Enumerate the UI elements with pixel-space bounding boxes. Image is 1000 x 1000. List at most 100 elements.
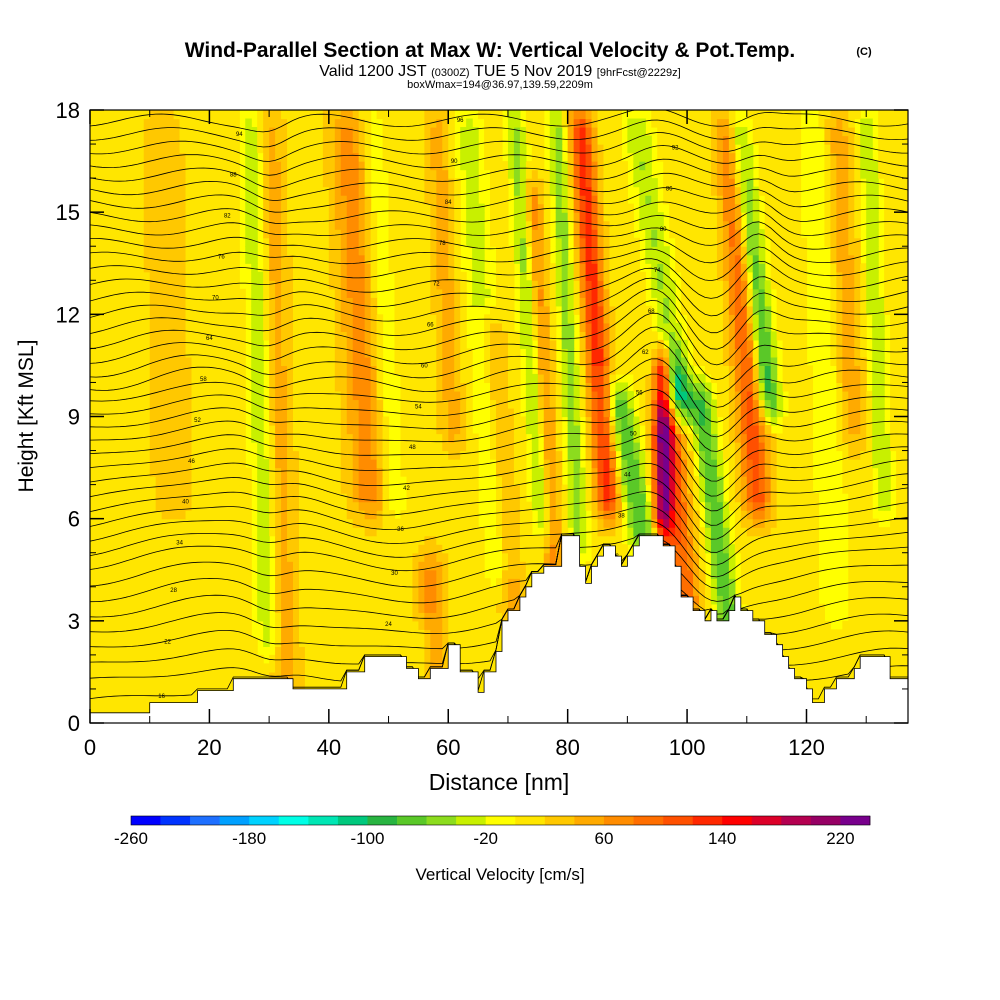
velocity-cell — [430, 646, 437, 656]
velocity-cell — [872, 433, 879, 443]
velocity-cell — [645, 467, 652, 477]
velocity-cell — [776, 620, 784, 630]
velocity-cell — [627, 484, 634, 494]
velocity-cell — [113, 697, 121, 707]
velocity-cell — [125, 561, 133, 571]
velocity-cell — [800, 484, 808, 494]
velocity-cell — [346, 425, 354, 435]
velocity-cell — [842, 442, 849, 452]
velocity-cell — [430, 586, 437, 596]
velocity-cell — [125, 399, 133, 409]
velocity-cell — [143, 501, 151, 511]
velocity-cell — [806, 680, 814, 690]
velocity-cell — [203, 450, 211, 460]
velocity-cell — [412, 476, 419, 486]
velocity-cell — [209, 552, 216, 562]
velocity-cell — [161, 680, 169, 690]
velocity-cell — [842, 476, 849, 486]
velocity-cell — [555, 527, 563, 537]
velocity-cell — [501, 578, 509, 588]
velocity-cell — [442, 450, 449, 460]
velocity-cell — [143, 382, 151, 392]
velocity-cell — [442, 569, 449, 579]
velocity-cell — [460, 586, 467, 596]
velocity-cell — [293, 476, 300, 486]
velocity-cell — [227, 561, 234, 571]
velocity-cell — [501, 595, 509, 605]
velocity-cell — [627, 527, 634, 537]
velocity-cell — [155, 476, 163, 486]
velocity-cell — [436, 620, 443, 630]
velocity-cell — [269, 484, 276, 494]
velocity-cell — [90, 680, 97, 690]
velocity-cell — [836, 629, 843, 639]
velocity-cell — [203, 467, 211, 477]
velocity-cell — [669, 501, 676, 511]
velocity-cell — [412, 646, 419, 656]
velocity-cell — [269, 518, 276, 528]
velocity-cell — [436, 510, 443, 520]
velocity-cell — [197, 382, 205, 392]
velocity-cell — [663, 425, 670, 435]
velocity-cell — [161, 467, 169, 477]
velocity-cell — [209, 476, 216, 486]
velocity-cell — [209, 416, 216, 426]
velocity-cell — [346, 561, 354, 571]
velocity-cell — [322, 595, 330, 605]
velocity-cell — [531, 552, 539, 562]
velocity-cell — [179, 561, 187, 571]
velocity-cell — [878, 433, 885, 443]
velocity-cell — [800, 442, 808, 452]
velocity-cell — [334, 654, 342, 664]
velocity-cell — [275, 484, 282, 494]
velocity-cell — [782, 561, 790, 571]
velocity-cell — [567, 510, 575, 520]
velocity-cell — [460, 527, 467, 537]
velocity-cell — [376, 425, 384, 435]
velocity-cell — [143, 416, 151, 426]
velocity-cell — [352, 518, 360, 528]
velocity-cell — [269, 476, 276, 486]
velocity-cell — [531, 476, 539, 486]
velocity-cell — [322, 390, 330, 401]
velocity-cell — [203, 493, 211, 503]
velocity-cell — [645, 518, 652, 528]
velocity-cell — [90, 518, 97, 528]
velocity-cell — [203, 501, 211, 511]
velocity-cell — [436, 407, 443, 418]
velocity-cell — [633, 484, 640, 494]
velocity-cell — [794, 484, 802, 494]
velocity-cell — [716, 484, 724, 494]
velocity-cell — [794, 552, 802, 562]
velocity-cell — [549, 425, 557, 435]
velocity-cell — [878, 646, 885, 656]
velocity-cell — [113, 382, 121, 392]
velocity-cell — [770, 459, 778, 469]
velocity-cell — [484, 637, 491, 647]
velocity-cell — [597, 450, 605, 460]
velocity-cell — [340, 595, 348, 605]
velocity-cell — [281, 595, 288, 605]
velocity-cell — [615, 484, 622, 494]
velocity-cell — [382, 433, 390, 443]
velocity-cell — [179, 654, 187, 664]
velocity-cell — [233, 501, 240, 511]
velocity-cell — [209, 612, 216, 622]
velocity-cell — [460, 518, 467, 528]
velocity-cell — [239, 467, 246, 477]
velocity-cell — [90, 646, 97, 656]
velocity-cell — [197, 518, 205, 528]
velocity-cell — [107, 484, 115, 494]
velocity-cell — [406, 501, 414, 511]
velocity-cell — [812, 612, 820, 622]
velocity-cell — [848, 484, 855, 494]
velocity-cell — [567, 390, 575, 401]
velocity-cell — [227, 382, 234, 392]
velocity-cell — [758, 467, 766, 477]
velocity-cell — [687, 535, 694, 545]
velocity-cell — [298, 510, 306, 520]
velocity-cell — [693, 561, 700, 571]
velocity-cell — [316, 476, 324, 486]
velocity-cell — [472, 476, 479, 486]
velocity-cell — [179, 467, 187, 477]
